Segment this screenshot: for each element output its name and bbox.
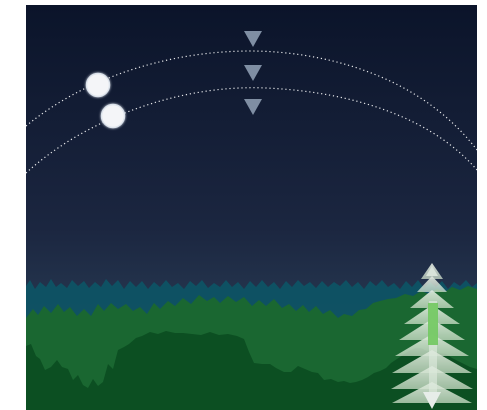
upper-moon-icon bbox=[85, 72, 111, 98]
bottom-marker-triangle bbox=[244, 99, 262, 115]
tree-down-arrow-icon bbox=[423, 392, 441, 409]
lower-moon-icon bbox=[100, 103, 126, 129]
pine-tree-accent-bar bbox=[428, 303, 438, 345]
pine-tree-group bbox=[391, 263, 473, 409]
moons-group bbox=[85, 72, 126, 129]
marker-group bbox=[244, 31, 262, 115]
middle-marker-triangle bbox=[244, 65, 262, 81]
front-dark-forest bbox=[26, 331, 477, 410]
tree-up-arrow-icon bbox=[426, 266, 438, 276]
top-marker-triangle bbox=[244, 31, 262, 47]
lower-dotted-arc bbox=[25, 87, 478, 174]
pine-tree-icon bbox=[391, 263, 473, 409]
